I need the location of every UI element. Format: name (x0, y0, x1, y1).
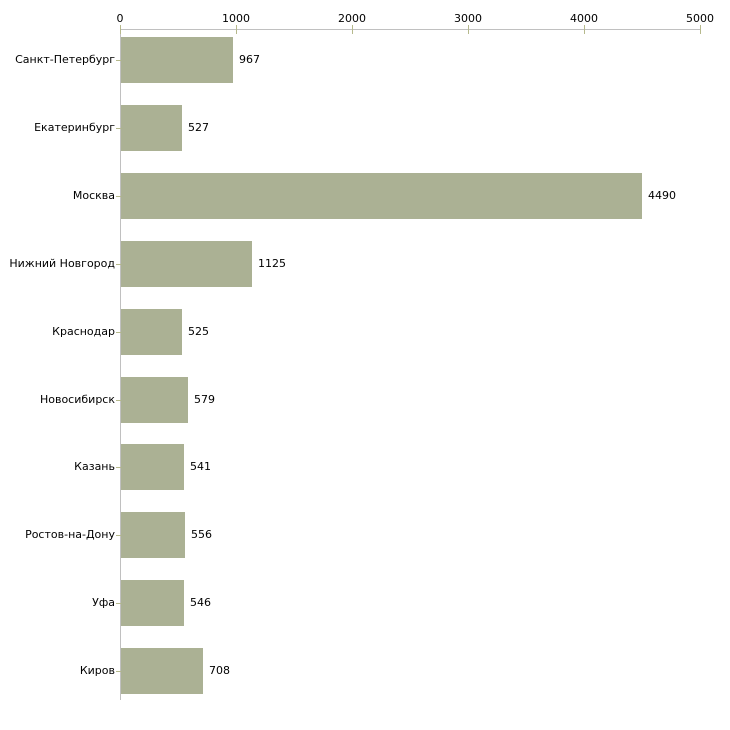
bar-value-label: 525 (188, 325, 209, 338)
bar-value-label: 1125 (258, 257, 286, 270)
x-axis-tick (236, 25, 237, 34)
category-label: Уфа (92, 596, 115, 609)
bar-value-label: 967 (239, 53, 260, 66)
category-label: Екатеринбург (34, 121, 115, 134)
category-tick (116, 400, 125, 401)
category-tick (116, 196, 125, 197)
y-axis-line (120, 29, 121, 700)
category-label: Казань (74, 460, 115, 473)
category-tick (116, 671, 125, 672)
category-label: Санкт-Петербург (15, 53, 115, 66)
x-axis-tick (584, 25, 585, 34)
bar (121, 444, 184, 490)
bar (121, 37, 233, 83)
bar-value-label: 546 (190, 596, 211, 609)
bar (121, 648, 203, 694)
x-axis-tick-label: 0 (116, 12, 124, 25)
bar-value-label: 541 (190, 460, 211, 473)
category-tick (116, 535, 125, 536)
bar (121, 309, 182, 355)
x-axis-tick-label: 5000 (686, 12, 714, 25)
category-label: Нижний Новгород (9, 257, 115, 270)
x-axis-tick-label: 3000 (454, 12, 482, 25)
bar-value-label: 579 (194, 393, 215, 406)
category-tick (116, 332, 125, 333)
bar (121, 105, 182, 151)
bar-value-label: 4490 (648, 189, 676, 202)
bar (121, 173, 642, 219)
category-label: Новосибирск (39, 393, 115, 406)
category-label: Киров (79, 664, 115, 677)
category-label: Москва (72, 189, 115, 202)
bar-value-label: 556 (191, 528, 212, 541)
category-tick (116, 264, 125, 265)
category-tick (116, 603, 125, 604)
x-axis-tick (120, 25, 121, 34)
x-axis-tick-label: 4000 (570, 12, 598, 25)
bar-value-label: 527 (188, 121, 209, 134)
x-axis-tick-label: 2000 (338, 12, 366, 25)
category-label: Ростов-на-Дону (25, 528, 115, 541)
category-tick (116, 60, 125, 61)
category-tick (116, 128, 125, 129)
x-axis-tick (700, 25, 701, 34)
bar (121, 241, 252, 287)
category-tick (116, 467, 125, 468)
bar (121, 377, 188, 423)
category-label: Краснодар (52, 325, 115, 338)
bar (121, 512, 185, 558)
x-axis-tick (352, 25, 353, 34)
bar (121, 580, 184, 626)
x-axis-line (120, 29, 701, 30)
bar-value-label: 708 (209, 664, 230, 677)
x-axis-tick-label: 1000 (222, 12, 250, 25)
x-axis-tick (468, 25, 469, 34)
